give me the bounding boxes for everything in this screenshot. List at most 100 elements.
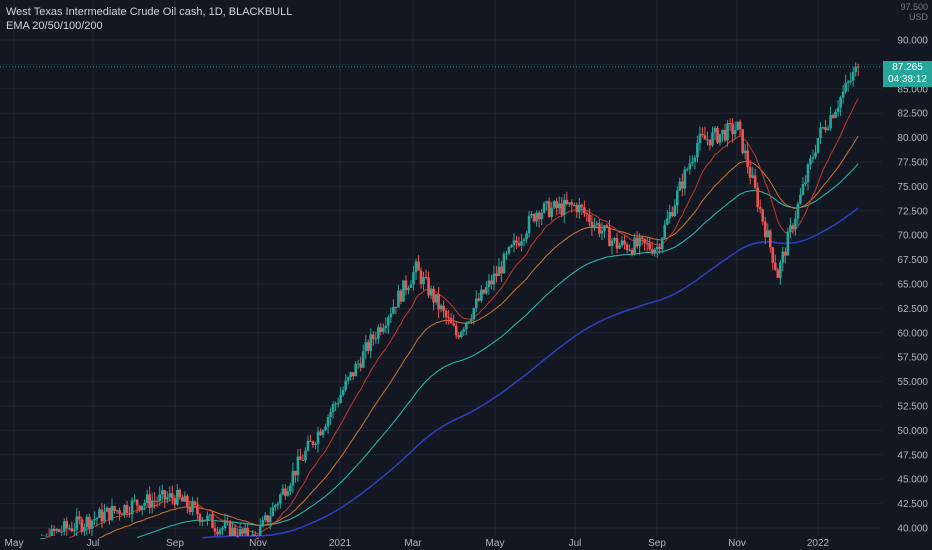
candle-body <box>379 327 383 333</box>
candle-body <box>839 97 842 108</box>
candle-body <box>630 249 634 255</box>
candle-body <box>452 323 455 326</box>
candle-body <box>377 327 380 339</box>
candle-body <box>341 389 345 395</box>
candle-body <box>399 290 403 302</box>
candle-body <box>45 536 48 538</box>
y-tick-label: 45.000 <box>897 475 928 486</box>
candle-body <box>397 290 400 308</box>
candle-body <box>284 488 287 496</box>
candle-body <box>449 318 453 324</box>
candle-body <box>846 81 850 84</box>
candle-body <box>364 342 368 352</box>
x-tick-label: Jul <box>87 538 100 549</box>
candle-body <box>756 187 759 208</box>
candle-body <box>243 527 247 534</box>
candle-body <box>100 509 104 522</box>
candle-body <box>98 509 101 518</box>
candle-body <box>580 204 584 208</box>
candle-body <box>424 277 428 279</box>
candle-body <box>133 499 136 501</box>
x-tick-label: Nov <box>249 538 267 549</box>
x-tick-label: Mar <box>404 538 422 549</box>
indicator-label[interactable]: EMA 20/50/100/200 <box>6 20 103 32</box>
candle-body <box>62 521 66 532</box>
candle-body <box>485 286 488 294</box>
candle-body <box>691 161 694 164</box>
candle-body <box>434 294 438 303</box>
candle-body <box>771 247 775 263</box>
candle-body <box>108 507 111 521</box>
candle-body <box>738 121 742 130</box>
candle-body <box>238 529 242 536</box>
candle-body <box>90 520 94 529</box>
candle-body <box>706 139 709 141</box>
candle-body <box>688 163 692 170</box>
candle-body <box>103 511 106 522</box>
candle-body <box>422 277 425 285</box>
candle-body <box>545 201 548 204</box>
candle-body <box>512 240 516 246</box>
candle-body <box>668 212 672 219</box>
symbol-title[interactable]: West Texas Intermediate Crude Oil cash, … <box>6 6 293 18</box>
candle-body <box>540 212 543 220</box>
candle-body <box>387 317 390 326</box>
candle-body <box>40 538 43 540</box>
candle-body <box>801 184 805 195</box>
candle-body <box>356 363 360 365</box>
candle-body <box>716 127 719 143</box>
candle-body <box>196 505 199 515</box>
candle-body <box>784 251 787 256</box>
y-tick-label: 55.000 <box>897 377 928 388</box>
candle-body <box>766 230 770 238</box>
candle-body <box>562 199 566 215</box>
candle-body <box>414 261 418 273</box>
candle-body <box>457 335 461 338</box>
candle-body <box>728 123 732 125</box>
candle-body <box>417 261 420 271</box>
candle-body <box>319 431 322 436</box>
candle-body <box>206 515 209 521</box>
ema-20-line <box>69 98 859 539</box>
candle-body <box>537 212 541 220</box>
candle-body <box>804 182 807 185</box>
candle-body <box>253 534 257 536</box>
candle-body <box>475 298 478 309</box>
candle-body <box>402 280 405 302</box>
candle-body <box>407 287 410 291</box>
candle-body <box>208 514 212 516</box>
candle-body <box>128 513 131 515</box>
candle-body <box>655 246 659 250</box>
candle-body <box>351 372 355 377</box>
candle-body <box>228 521 232 536</box>
candle-body <box>525 233 528 240</box>
candle-body <box>633 237 636 255</box>
candle-body <box>618 245 621 249</box>
candle-body <box>336 402 340 404</box>
candle-body <box>590 221 594 228</box>
candle-body <box>329 412 332 418</box>
candle-body <box>610 240 614 247</box>
candle-body <box>274 505 277 507</box>
x-tick-label: May <box>486 538 505 549</box>
candle-body <box>477 298 481 301</box>
candle-body <box>645 243 649 245</box>
candle-body <box>163 490 167 500</box>
candle-body <box>213 528 217 532</box>
candle-body <box>779 262 782 278</box>
candle-body <box>153 500 156 502</box>
candle-body <box>731 123 734 135</box>
candle-body <box>183 495 187 502</box>
candle-body <box>289 485 292 492</box>
candle-body <box>522 239 526 242</box>
candle-body <box>763 221 767 238</box>
candle-body <box>854 66 857 73</box>
candle-body <box>495 273 498 277</box>
price-scale-top-value: 97.500 <box>900 2 928 12</box>
candle-body <box>193 501 197 506</box>
candle-body <box>593 224 596 228</box>
candle-body <box>733 130 737 135</box>
candle-body <box>605 225 609 227</box>
candle-body <box>658 246 662 250</box>
